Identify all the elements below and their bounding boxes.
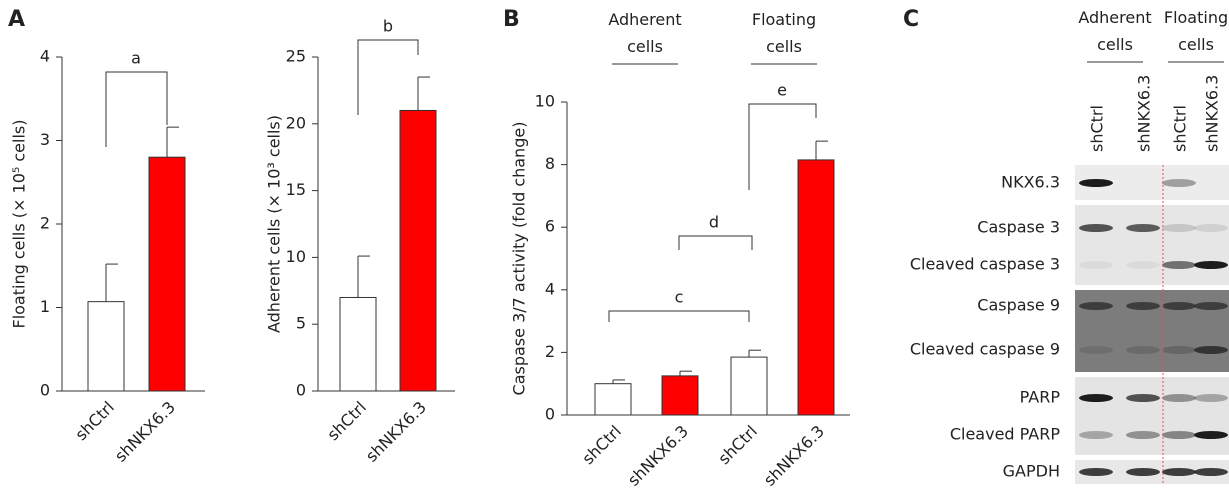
band	[1162, 468, 1196, 476]
x-tick-label: shCtrl	[578, 422, 625, 469]
row-label: Cleaved caspase 9	[910, 340, 1060, 359]
band	[1079, 261, 1113, 269]
row-label: Cleaved PARP	[950, 425, 1061, 444]
blot-box	[1075, 377, 1229, 455]
y-tick-label: 0	[296, 381, 306, 400]
band	[1162, 224, 1196, 232]
lane-label: shCtrl	[1088, 105, 1107, 152]
panel-label: A	[8, 7, 25, 32]
significance-label: c	[675, 288, 684, 307]
bar	[731, 357, 767, 415]
band	[1126, 346, 1160, 354]
row-label: GAPDH	[1003, 462, 1060, 481]
y-tick-label: 5	[296, 314, 306, 333]
significance-bracket	[679, 236, 752, 250]
y-tick-label: 4	[40, 47, 50, 66]
band	[1079, 394, 1113, 402]
y-axis-label: Floating cells (× 10⁵ cells)	[10, 120, 29, 329]
y-tick-label: 25	[286, 47, 306, 66]
band	[1079, 346, 1113, 354]
y-tick-label: 8	[545, 154, 555, 173]
panel-label: C	[903, 7, 919, 32]
y-tick-label: 3	[40, 130, 50, 149]
x-tick-label: shNKX6.3	[624, 422, 692, 488]
lane-label: shNKX6.3	[1135, 75, 1154, 152]
band	[1194, 302, 1228, 310]
band	[1079, 179, 1113, 187]
y-tick-label: 0	[545, 405, 555, 424]
y-tick-label: 10	[286, 247, 306, 266]
x-tick-label: shNKX6.3	[362, 398, 430, 466]
y-tick-label: 2	[545, 342, 555, 361]
significance-label: e	[777, 81, 787, 100]
band	[1126, 468, 1160, 476]
bar	[149, 157, 185, 391]
band	[1194, 261, 1228, 269]
blot-box	[1075, 205, 1229, 285]
row-label: PARP	[1020, 388, 1061, 407]
bar	[88, 302, 124, 391]
lane-label: shCtrl	[1171, 105, 1190, 152]
significance-bracket	[106, 72, 167, 147]
band	[1126, 394, 1160, 402]
band	[1162, 179, 1196, 187]
x-tick-label: shCtrl	[71, 398, 118, 445]
significance-bracket	[609, 311, 749, 322]
band	[1079, 468, 1113, 476]
y-tick-label: 6	[545, 217, 555, 236]
band	[1079, 224, 1113, 232]
row-label: NKX6.3	[1001, 173, 1060, 192]
figure: A B C 0 1 2 3 4 Floating cells (× 10⁵ cells) s…	[0, 0, 1229, 488]
band	[1126, 431, 1160, 439]
y-tick-label: 4	[545, 279, 555, 298]
band	[1162, 346, 1196, 354]
row-label: Caspase 3	[977, 218, 1060, 237]
lane-label: shNKX6.3	[1203, 75, 1222, 152]
y-axis-label: Caspase 3/7 activity (fold change)	[510, 122, 529, 396]
y-tick-label: 0	[40, 381, 50, 400]
row-label: Cleaved caspase 3	[910, 255, 1060, 274]
band	[1194, 224, 1228, 232]
y-tick-label: 10	[535, 92, 555, 111]
x-tick-label: shNKX6.3	[760, 422, 828, 488]
significance-label: a	[131, 49, 141, 68]
band	[1194, 468, 1228, 476]
band	[1162, 302, 1196, 310]
y-tick-label: 1	[40, 297, 50, 316]
significance-bracket	[358, 40, 418, 115]
x-tick-label: shNKX6.3	[111, 398, 179, 466]
band	[1162, 261, 1196, 269]
band	[1194, 346, 1228, 354]
panel-label: B	[503, 7, 520, 32]
significance-label: d	[709, 213, 719, 232]
bar	[595, 384, 631, 415]
significance-label: b	[383, 17, 393, 36]
band	[1162, 431, 1196, 439]
bar	[662, 376, 698, 415]
y-tick-label: 20	[286, 113, 306, 132]
band	[1126, 224, 1160, 232]
y-tick-label: 15	[286, 180, 306, 199]
y-tick-label: 2	[40, 214, 50, 233]
band	[1126, 261, 1160, 269]
bar	[400, 110, 436, 391]
band	[1194, 431, 1228, 439]
row-label: Caspase 9	[977, 296, 1060, 315]
bar	[798, 160, 834, 415]
band	[1162, 394, 1196, 402]
band	[1194, 394, 1228, 402]
bar	[340, 297, 376, 391]
x-tick-label: shCtrl	[323, 398, 370, 445]
band	[1079, 431, 1113, 439]
y-axis-label: Adherent cells (× 10³ cells)	[265, 115, 284, 333]
band	[1079, 302, 1113, 310]
band	[1126, 302, 1160, 310]
x-tick-label: shCtrl	[714, 422, 761, 469]
